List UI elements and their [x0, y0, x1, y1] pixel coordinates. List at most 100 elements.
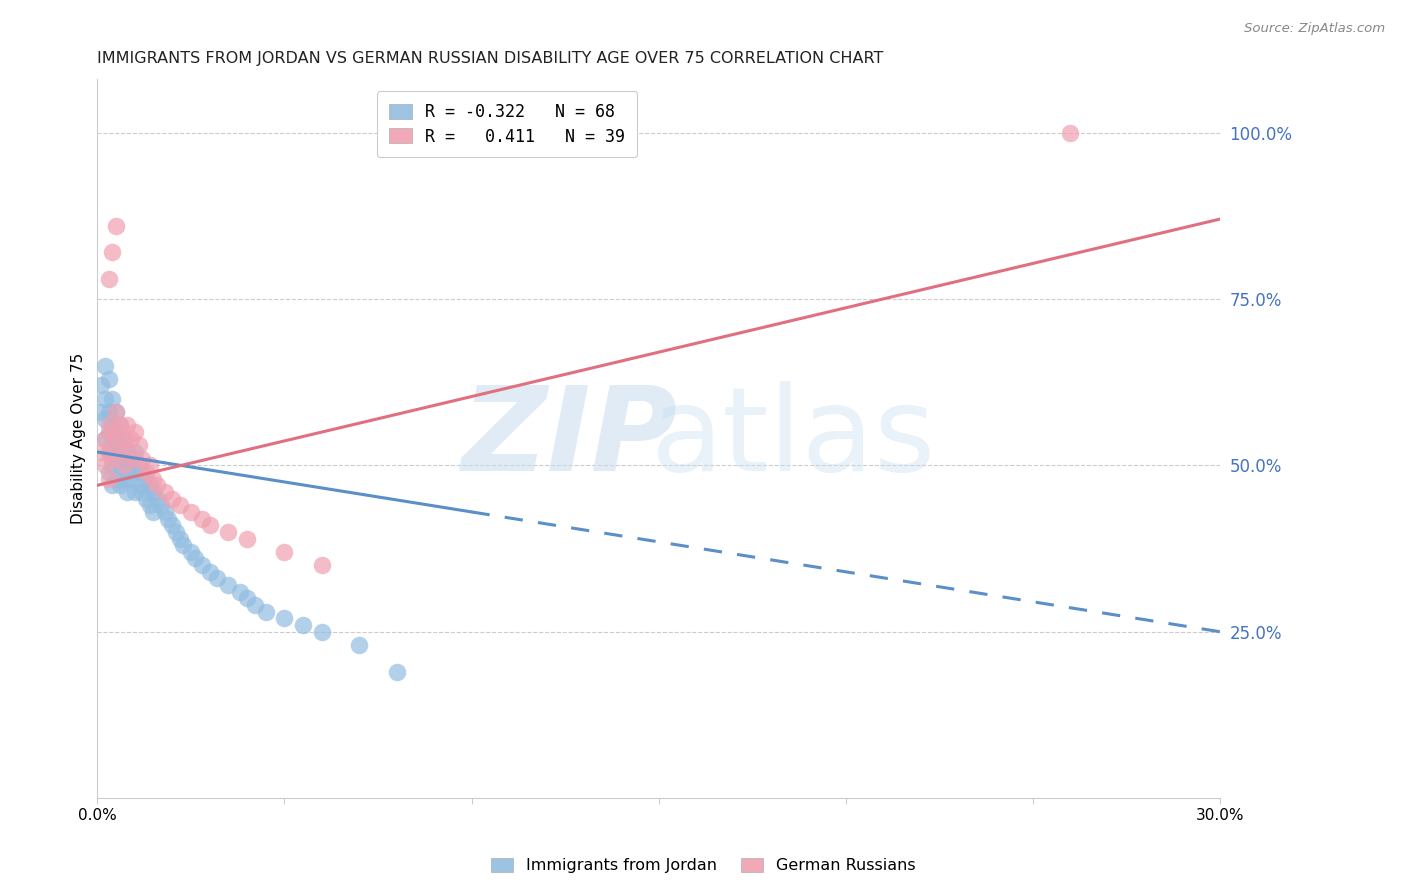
- Point: [385, 665, 408, 679]
- Point: [142, 472, 165, 486]
- Point: [191, 558, 214, 573]
- Legend: R = -0.322   N = 68, R =   0.411   N = 39: R = -0.322 N = 68, R = 0.411 N = 39: [377, 91, 637, 157]
- Point: [146, 491, 169, 506]
- Point: [191, 511, 214, 525]
- Point: [236, 591, 259, 606]
- Point: [108, 418, 131, 433]
- Point: [120, 432, 142, 446]
- Point: [101, 478, 124, 492]
- Point: [101, 458, 124, 473]
- Point: [124, 445, 146, 459]
- Point: [94, 411, 117, 425]
- Point: [97, 418, 120, 433]
- Text: IMMIGRANTS FROM JORDAN VS GERMAN RUSSIAN DISABILITY AGE OVER 75 CORRELATION CHAR: IMMIGRANTS FROM JORDAN VS GERMAN RUSSIAN…: [97, 51, 884, 66]
- Point: [101, 451, 124, 466]
- Point: [101, 418, 124, 433]
- Point: [160, 518, 183, 533]
- Point: [128, 458, 150, 473]
- Point: [117, 445, 139, 459]
- Text: ZIP: ZIP: [461, 381, 676, 496]
- Point: [97, 445, 120, 459]
- Point: [128, 438, 150, 452]
- Point: [153, 485, 176, 500]
- Point: [135, 465, 157, 479]
- Point: [90, 445, 112, 459]
- Point: [112, 432, 135, 446]
- Text: atlas: atlas: [651, 381, 936, 496]
- Point: [138, 458, 160, 473]
- Point: [108, 418, 131, 433]
- Point: [120, 472, 142, 486]
- Point: [236, 532, 259, 546]
- Point: [198, 565, 221, 579]
- Point: [105, 405, 128, 419]
- Point: [101, 245, 124, 260]
- Point: [112, 432, 135, 446]
- Point: [254, 605, 277, 619]
- Point: [97, 425, 120, 439]
- Point: [120, 451, 142, 466]
- Point: [183, 551, 205, 566]
- Point: [94, 458, 117, 473]
- Point: [101, 425, 124, 439]
- Point: [124, 465, 146, 479]
- Point: [153, 505, 176, 519]
- Point: [138, 498, 160, 512]
- Point: [94, 392, 117, 406]
- Point: [108, 458, 131, 473]
- Point: [128, 478, 150, 492]
- Point: [273, 611, 295, 625]
- Point: [138, 478, 160, 492]
- Point: [94, 432, 117, 446]
- Point: [97, 445, 120, 459]
- Point: [108, 445, 131, 459]
- Point: [169, 498, 191, 512]
- Point: [135, 472, 157, 486]
- Point: [131, 485, 153, 500]
- Point: [172, 538, 194, 552]
- Point: [157, 511, 180, 525]
- Point: [105, 219, 128, 233]
- Point: [90, 378, 112, 392]
- Point: [180, 505, 202, 519]
- Point: [117, 445, 139, 459]
- Point: [112, 472, 135, 486]
- Point: [97, 405, 120, 419]
- Point: [135, 491, 157, 506]
- Point: [131, 465, 153, 479]
- Point: [117, 465, 139, 479]
- Point: [105, 451, 128, 466]
- Point: [131, 451, 153, 466]
- Point: [105, 472, 128, 486]
- Point: [124, 485, 146, 500]
- Point: [101, 392, 124, 406]
- Point: [105, 432, 128, 446]
- Point: [97, 372, 120, 386]
- Point: [142, 485, 165, 500]
- Point: [217, 524, 239, 539]
- Point: [205, 571, 228, 585]
- Point: [90, 405, 112, 419]
- Point: [228, 584, 250, 599]
- Point: [94, 432, 117, 446]
- Point: [105, 432, 128, 446]
- Point: [97, 465, 120, 479]
- Point: [94, 359, 117, 373]
- Point: [146, 478, 169, 492]
- Point: [149, 498, 172, 512]
- Point: [292, 618, 315, 632]
- Point: [112, 458, 135, 473]
- Legend: Immigrants from Jordan, German Russians: Immigrants from Jordan, German Russians: [484, 851, 922, 880]
- Y-axis label: Disability Age Over 75: Disability Age Over 75: [72, 353, 86, 524]
- Point: [349, 638, 371, 652]
- Point: [1059, 126, 1081, 140]
- Point: [311, 624, 333, 639]
- Point: [169, 532, 191, 546]
- Point: [243, 598, 266, 612]
- Point: [165, 524, 187, 539]
- Text: Source: ZipAtlas.com: Source: ZipAtlas.com: [1244, 22, 1385, 36]
- Point: [273, 545, 295, 559]
- Point: [311, 558, 333, 573]
- Point: [105, 405, 128, 419]
- Point: [117, 418, 139, 433]
